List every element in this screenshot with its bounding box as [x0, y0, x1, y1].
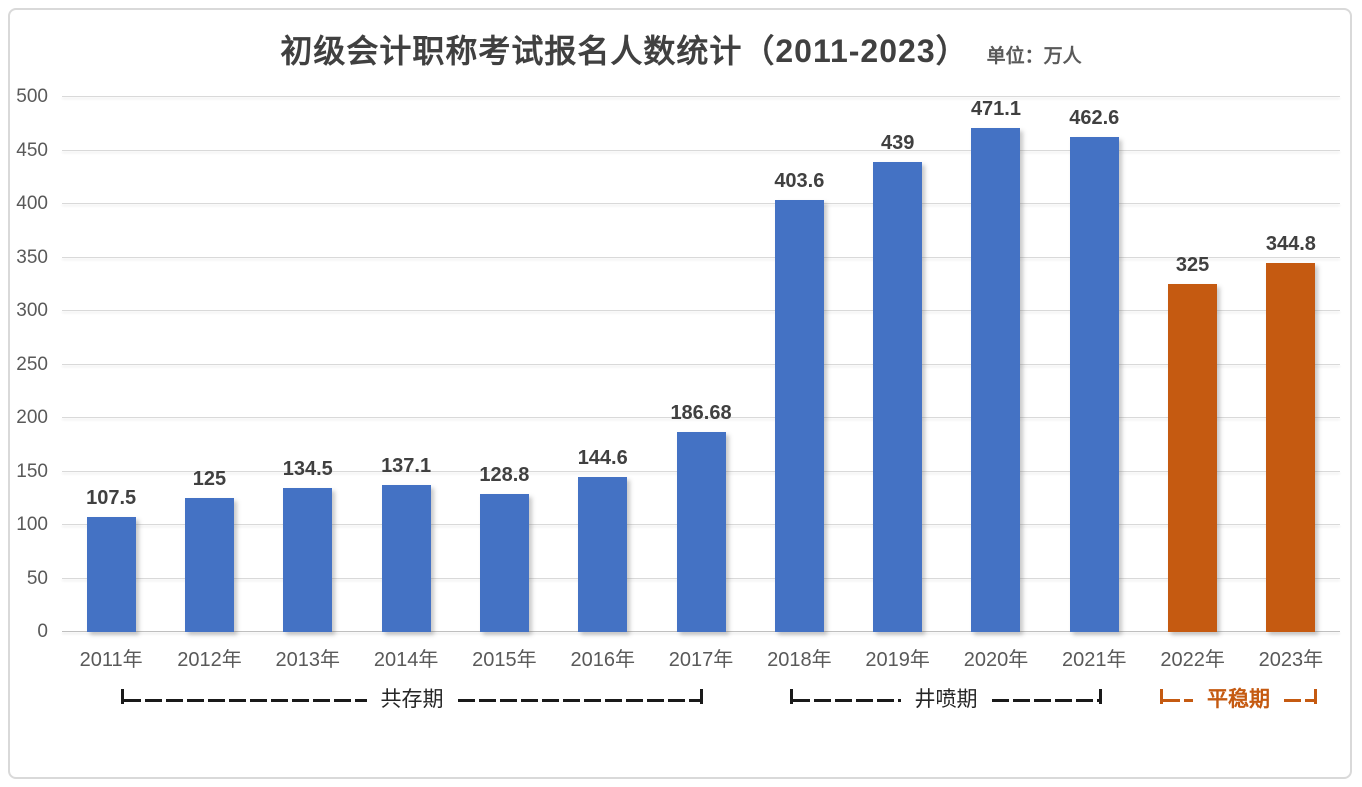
plot-area: 107.5 125 134.5 137.1 128.8 144.6 186.68 403.6 4…: [62, 96, 1340, 632]
phase-brackets: 共存期 井喷期 平稳期: [0, 686, 1362, 716]
phase-bracket-井喷期: 井喷期: [790, 686, 1102, 714]
bar-2019年: [873, 162, 923, 632]
gridline-300: [62, 310, 1340, 311]
bar-2015年: [479, 494, 529, 632]
bracket-tick-left: [790, 689, 793, 704]
bracket-tick-right: [1314, 689, 1317, 704]
data-label-2020年: 471.1: [970, 97, 1021, 120]
x-axis-labels: 2011年 2012年 2013年 2014年 2015年 2016年 2017年 2018年…: [62, 643, 1340, 672]
bar-column-2011年: 107.5: [62, 97, 160, 632]
x-tick-label-2020年: 2020年: [963, 649, 1029, 671]
bar-2017年: [676, 432, 726, 632]
bracket-line-left: [793, 698, 901, 702]
bar-column-2020年: 471.1: [947, 97, 1045, 632]
bars-layer: 107.5 125 134.5 137.1 128.8 144.6 186.68 403.6 4…: [62, 97, 1340, 632]
data-label-2022年: 325: [1175, 254, 1210, 277]
x-tick-label-2017年: 2017年: [668, 649, 734, 671]
data-label-2019年: 439: [880, 132, 915, 155]
bar-2013年: [283, 488, 333, 632]
bracket-line-right: [1284, 698, 1314, 702]
x-tick-label-2012年: 2012年: [177, 649, 242, 671]
bracket-line-right: [991, 698, 1099, 702]
y-tick-label-50: 50: [26, 567, 48, 589]
phase-label-平稳期: 平稳期: [1207, 688, 1270, 711]
y-tick-label-0: 0: [37, 621, 48, 642]
x-tick-label-2016年: 2016年: [570, 649, 635, 671]
phase-bracket-平稳期: 平稳期: [1160, 686, 1317, 714]
x-tick-label-2014年: 2014年: [373, 649, 439, 671]
bracket-tick-left: [1160, 689, 1163, 704]
bar-column-2013年: 134.5: [259, 97, 357, 632]
x-tick-label-2011年: 2011年: [79, 649, 143, 671]
gridline-200: [62, 417, 1340, 418]
gridline-350: [62, 256, 1340, 258]
data-label-2015年: 128.8: [479, 464, 530, 487]
phase-label-井喷期: 井喷期: [914, 688, 978, 711]
bar-column-2019年: 439: [849, 97, 947, 632]
bracket-tick-right: [700, 689, 703, 704]
gridline-250: [62, 363, 1340, 365]
bracket-tick-left: [121, 689, 124, 704]
bar-2018年: [774, 200, 824, 632]
phase-bracket-共存期: 共存期: [121, 686, 703, 714]
data-label-2017年: 186.68: [670, 402, 732, 425]
data-label-2023年: 344.8: [1265, 233, 1316, 256]
y-tick-label-100: 100: [16, 514, 48, 535]
chart-title: 初级会计职称考试报名人数统计（2011-2023）: [280, 33, 969, 69]
bracket-line-left: [124, 698, 367, 702]
data-label-2014年: 137.1: [381, 455, 432, 478]
data-label-2018年: 403.6: [774, 170, 825, 193]
data-label-2011年: 107.5: [86, 486, 137, 509]
bar-column-2021年: 462.6: [1045, 97, 1143, 632]
bar-2012年: [184, 498, 234, 632]
gridline-450: [62, 149, 1340, 151]
y-tick-label-200: 200: [16, 407, 48, 428]
y-tick-label-300: 300: [16, 300, 48, 321]
chart-frame: [8, 8, 1352, 779]
gridline-500: [62, 96, 1340, 97]
x-tick-label-2022年: 2022年: [1160, 649, 1225, 671]
bar-2011年: [86, 516, 136, 632]
bar-2014年: [381, 485, 431, 632]
bracket-line-left: [1163, 698, 1193, 702]
bar-2020年: [971, 127, 1021, 632]
bar-column-2016年: 144.6: [554, 97, 652, 632]
x-tick-label-2021年: 2021年: [1062, 649, 1127, 671]
y-tick-label-500: 500: [16, 86, 48, 107]
bar-column-2018年: 403.6: [750, 97, 848, 632]
y-tick-label-350: 350: [16, 246, 48, 268]
bar-2023年: [1266, 263, 1316, 632]
bar-column-2014年: 137.1: [357, 97, 455, 632]
y-axis-labels: 0 50 100 150 200 250 300 350 400 450 500: [0, 86, 50, 642]
y-tick-label-400: 400: [16, 193, 48, 214]
bracket-line-right: [457, 698, 700, 702]
bar-2021年: [1069, 137, 1119, 632]
data-label-2016年: 144.6: [577, 447, 628, 470]
y-tick-label-150: 150: [16, 460, 48, 482]
bar-2022年: [1168, 284, 1218, 632]
bar-column-2017年: 186.68: [652, 97, 750, 632]
y-tick-label-250: 250: [16, 353, 48, 375]
bar-column-2015年: 128.8: [455, 97, 553, 632]
title-row: 初级会计职称考试报名人数统计（2011-2023） 单位：万人: [0, 26, 1362, 72]
chart-unit-label: 单位：万人: [986, 46, 1082, 67]
bar-column-2022年: 325: [1143, 97, 1241, 632]
data-label-2013年: 134.5: [282, 458, 333, 481]
x-tick-label-2013年: 2013年: [275, 649, 341, 671]
x-tick-label-2018年: 2018年: [767, 649, 832, 671]
y-tick-label-450: 450: [16, 139, 48, 161]
x-tick-label-2023年: 2023年: [1258, 649, 1324, 671]
data-label-2021年: 462.6: [1069, 107, 1120, 130]
data-label-2012年: 125: [192, 468, 227, 491]
phase-label-共存期: 共存期: [380, 688, 444, 711]
bracket-tick-right: [1099, 689, 1102, 704]
gridline-400: [62, 203, 1340, 204]
bar-column-2012年: 125: [160, 97, 258, 632]
bar-column-2023年: 344.8: [1242, 97, 1340, 632]
bar-2016年: [578, 477, 628, 632]
x-tick-label-2015年: 2015年: [472, 649, 537, 671]
x-tick-label-2019年: 2019年: [865, 649, 930, 671]
